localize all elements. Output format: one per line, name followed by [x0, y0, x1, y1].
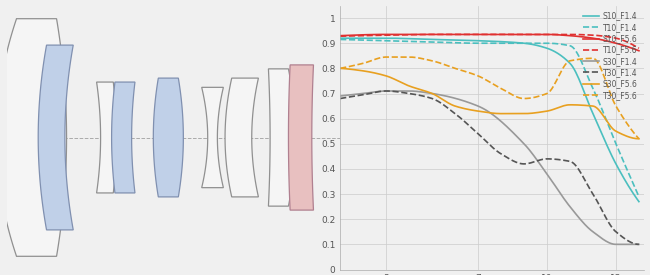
S30_F1.4 — [635, 243, 643, 246]
T30_F1.4 — [336, 97, 344, 100]
S10_F5.6 — [635, 49, 643, 53]
Line: T30_F5.6: T30_F5.6 — [340, 57, 639, 139]
T10_F5.6 — [348, 34, 356, 37]
S30_F5.6 — [354, 68, 362, 72]
S30_F5.6 — [336, 67, 344, 70]
T30_F1.4 — [354, 94, 362, 97]
T10_F5.6 — [336, 35, 344, 38]
Line: T10_F1.4: T10_F1.4 — [340, 39, 639, 197]
T30_F5.6 — [348, 64, 356, 68]
S10_F1.4 — [635, 200, 643, 203]
T10_F1.4 — [392, 39, 400, 43]
Polygon shape — [289, 65, 313, 210]
Polygon shape — [97, 82, 116, 193]
T10_F5.6 — [354, 34, 362, 37]
S10_F1.4 — [610, 157, 617, 161]
T10_F5.6 — [611, 36, 619, 40]
S10_F5.6 — [383, 33, 391, 36]
Polygon shape — [202, 87, 224, 188]
S30_F1.4 — [348, 93, 356, 96]
T10_F1.4 — [348, 38, 356, 42]
S30_F1.4 — [612, 243, 620, 246]
S10_F1.4 — [392, 37, 400, 40]
S10_F5.6 — [611, 41, 619, 45]
T30_F5.6 — [393, 55, 401, 59]
S10_F5.6 — [354, 33, 362, 37]
Polygon shape — [38, 45, 73, 230]
S10_F5.6 — [393, 33, 401, 36]
Line: S10_F5.6: S10_F5.6 — [340, 34, 639, 51]
Line: T30_F1.4: T30_F1.4 — [340, 91, 639, 244]
T30_F1.4 — [393, 90, 401, 94]
Polygon shape — [268, 69, 295, 206]
Line: T10_F5.6: T10_F5.6 — [340, 34, 639, 48]
T30_F5.6 — [621, 120, 629, 123]
S30_F5.6 — [620, 133, 628, 137]
T30_F5.6 — [336, 67, 344, 70]
T10_F1.4 — [354, 38, 362, 42]
T30_F5.6 — [635, 137, 643, 141]
S30_F5.6 — [610, 128, 617, 131]
S10_F5.6 — [621, 44, 629, 48]
T10_F5.6 — [392, 33, 400, 37]
T30_F5.6 — [417, 57, 425, 60]
S10_F1.4 — [348, 37, 356, 40]
T10_F1.4 — [620, 161, 628, 164]
T30_F1.4 — [635, 243, 643, 246]
T10_F1.4 — [610, 136, 617, 139]
Line: S30_F1.4: S30_F1.4 — [340, 91, 639, 244]
Polygon shape — [112, 82, 135, 193]
S30_F5.6 — [635, 137, 643, 141]
S10_F5.6 — [417, 33, 425, 36]
T30_F1.4 — [383, 89, 391, 93]
Line: S30_F5.6: S30_F5.6 — [340, 68, 639, 139]
T10_F5.6 — [430, 33, 437, 36]
T10_F5.6 — [635, 46, 643, 50]
T10_F5.6 — [416, 33, 424, 36]
T30_F1.4 — [417, 94, 425, 97]
S10_F5.6 — [336, 34, 344, 37]
T10_F5.6 — [621, 40, 629, 43]
S10_F1.4 — [354, 37, 362, 40]
S30_F1.4 — [336, 94, 344, 98]
S10_F1.4 — [336, 37, 344, 40]
S10_F1.4 — [620, 177, 628, 180]
Polygon shape — [225, 78, 259, 197]
T10_F1.4 — [336, 38, 344, 41]
Line: S10_F1.4: S10_F1.4 — [340, 38, 639, 202]
T30_F5.6 — [611, 103, 619, 106]
S30_F1.4 — [623, 243, 630, 246]
S30_F5.6 — [416, 88, 424, 91]
S30_F1.4 — [393, 89, 401, 93]
T30_F5.6 — [354, 63, 362, 66]
Legend: S10_F1.4, T10_F1.4, S10_F5.6, T10_F5.6, S30_F1.4, T30_F1.4, S30_F5.6, T30_F5.6: S10_F1.4, T10_F1.4, S10_F5.6, T10_F5.6, … — [581, 9, 640, 102]
T30_F1.4 — [611, 229, 619, 232]
S30_F5.6 — [348, 68, 356, 71]
T10_F1.4 — [416, 40, 424, 43]
T10_F1.4 — [635, 195, 643, 198]
S30_F1.4 — [354, 92, 362, 96]
T30_F1.4 — [621, 238, 629, 241]
T30_F5.6 — [383, 55, 391, 59]
S30_F1.4 — [383, 89, 391, 93]
S30_F1.4 — [417, 90, 425, 94]
S10_F5.6 — [348, 34, 356, 37]
S30_F5.6 — [392, 78, 400, 81]
S10_F1.4 — [416, 37, 424, 41]
S30_F1.4 — [611, 243, 619, 246]
Polygon shape — [0, 19, 66, 256]
Polygon shape — [153, 78, 183, 197]
T30_F1.4 — [348, 95, 356, 98]
